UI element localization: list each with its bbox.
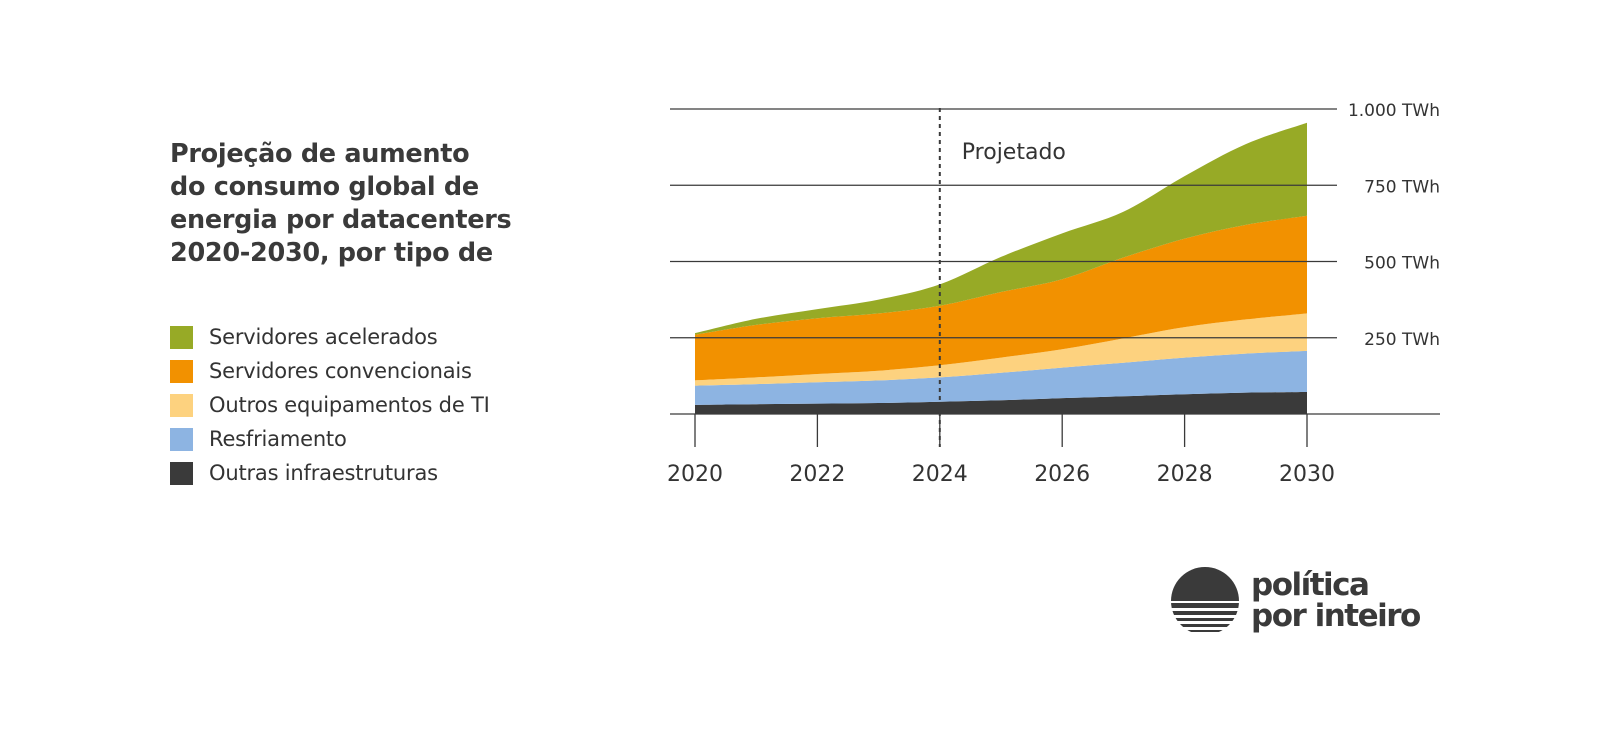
area-series-5 — [695, 122, 1307, 335]
sun-horizon-icon — [1171, 567, 1239, 632]
brand-logo: política por inteiro — [1171, 567, 1421, 635]
y-tick-label-3: 750 TWh — [1364, 177, 1440, 197]
legend-item: Servidores acelerados — [170, 320, 490, 354]
legend-label: Outros equipamentos de TI — [209, 393, 490, 417]
projection-label: Projetado — [962, 140, 1066, 165]
area-series-4 — [695, 215, 1307, 381]
legend-item: Servidores convencionais — [170, 354, 490, 388]
legend-label: Resfriamento — [209, 427, 347, 451]
legend-label: Outras infraestruturas — [209, 461, 438, 485]
x-tick-label-4: 2026 — [1034, 462, 1090, 487]
y-tick-label-2: 500 TWh — [1364, 254, 1440, 274]
legend-swatch — [170, 393, 193, 417]
legend-item: Outras infraestruturas — [170, 456, 490, 490]
legend-label: Servidores acelerados — [209, 325, 438, 349]
y-tick-label-4: 1.000 TWh — [1348, 101, 1440, 121]
legend-swatch — [170, 359, 193, 383]
chart-legend: Servidores acelerados Servidores convenci… — [170, 320, 490, 490]
area-series-2 — [695, 350, 1307, 405]
x-tick-label-1: 2020 — [667, 462, 723, 487]
legend-item: Outros equipamentos de TI — [170, 388, 490, 422]
y-tick-label-1: 250 TWh — [1364, 330, 1440, 350]
legend-swatch — [170, 461, 193, 485]
x-tick-label-5: 2028 — [1157, 462, 1213, 487]
area-series-3 — [695, 313, 1307, 386]
legend-item: Resfriamento — [170, 422, 490, 456]
legend-label: Servidores convencionais — [209, 359, 472, 383]
x-tick-label-3: 2024 — [912, 462, 968, 487]
legend-swatch — [170, 325, 193, 349]
chart-title: Projeção de aumento do consumo global de… — [170, 139, 512, 268]
x-tick-label-2: 2022 — [789, 462, 845, 487]
legend-swatch — [170, 427, 193, 451]
brand-name: política por inteiro — [1251, 567, 1421, 634]
area-series-1 — [695, 392, 1307, 414]
x-tick-label-6: 2030 — [1279, 462, 1335, 487]
